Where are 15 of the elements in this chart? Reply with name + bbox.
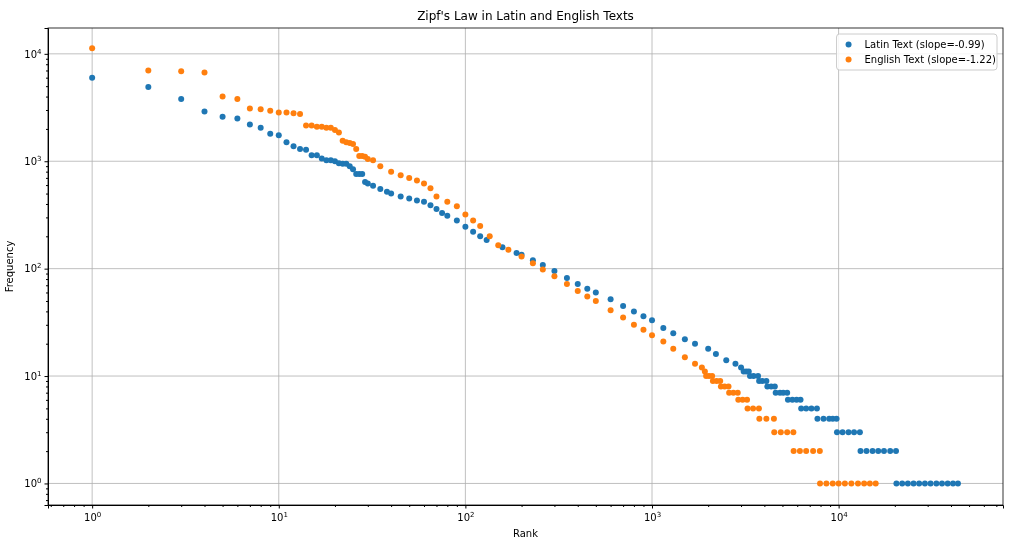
x-tick-label: 10$^{2}$: [457, 510, 475, 523]
x-tick-label: 10$^{4}$: [830, 510, 849, 523]
y-tick-label: 10$^{0}$: [24, 477, 42, 490]
y-tick-label: 10$^{3}$: [24, 154, 42, 167]
x-tick-label: 10$^{0}$: [84, 510, 102, 523]
y-tick-label: 10$^{4}$: [24, 47, 43, 60]
legend-label: English Text (slope=-1.22): [864, 54, 996, 65]
y-tick-label: 10$^{2}$: [24, 262, 42, 275]
y-axis-title: Frequency: [4, 240, 15, 293]
x-tick-label: 10$^{3}$: [643, 510, 662, 523]
legend-label: Latin Text (slope=-0.99): [864, 39, 985, 50]
y-tick-label: 10$^{1}$: [24, 369, 42, 382]
x-axis-title: Rank: [513, 528, 539, 539]
x-tick-label: 10$^{1}$: [270, 510, 288, 523]
chart-title: Zipf's Law in Latin and English Texts: [417, 9, 634, 23]
